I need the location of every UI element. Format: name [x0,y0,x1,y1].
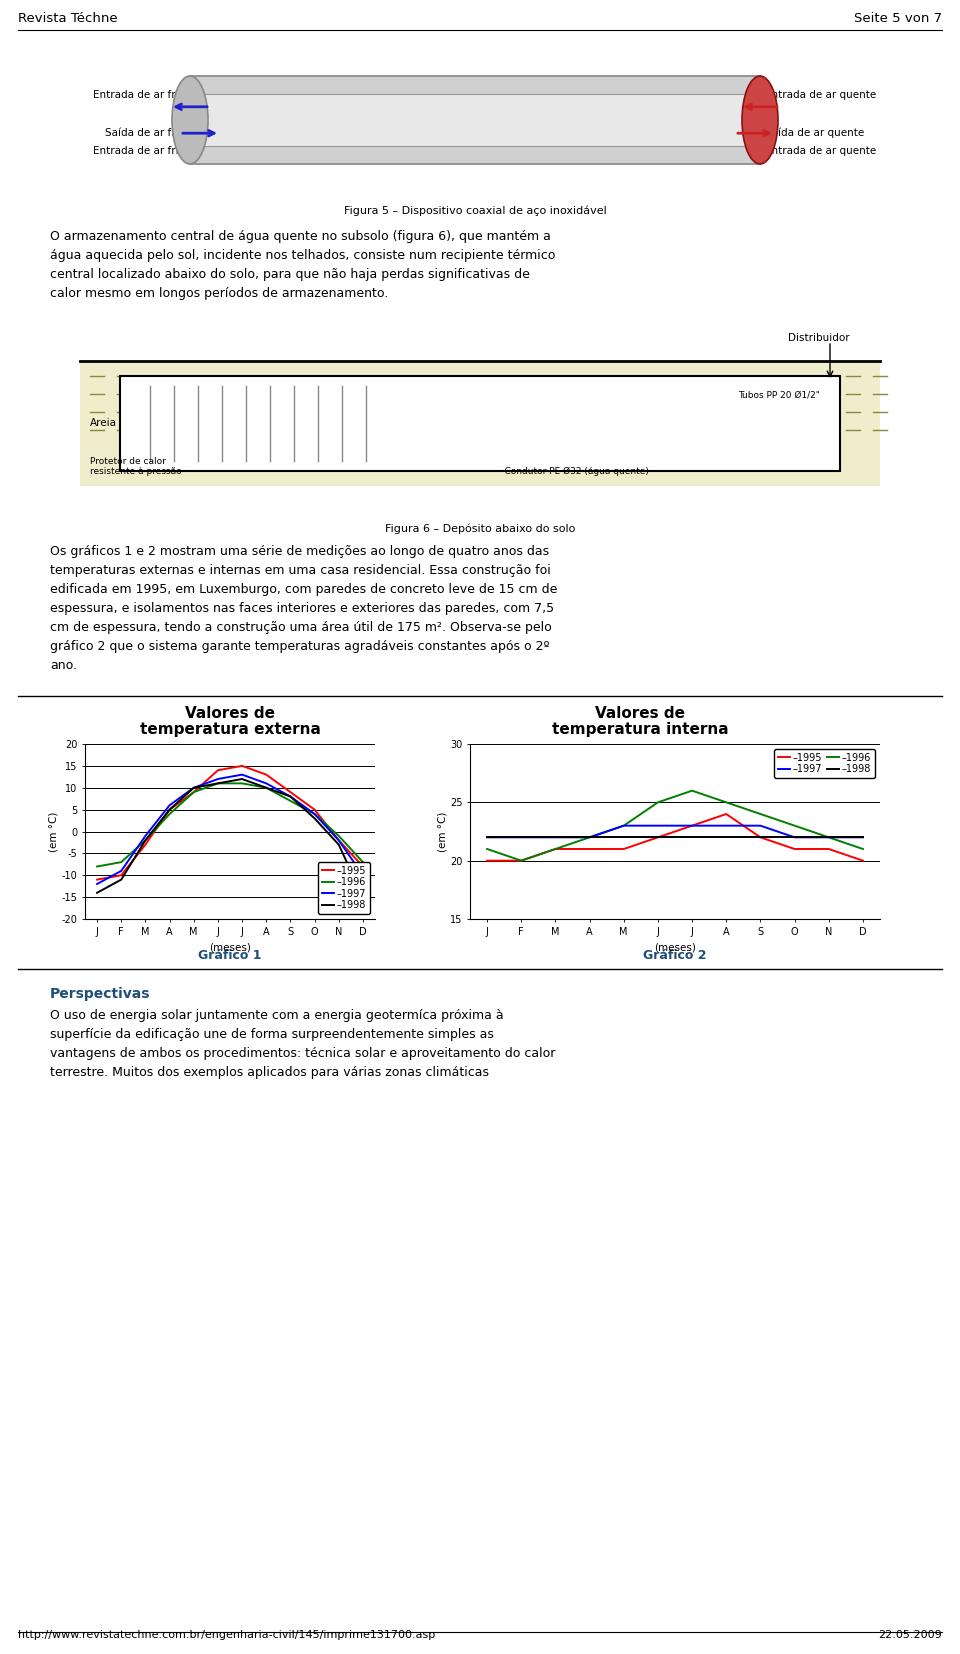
Text: temperatura interna: temperatura interna [552,723,729,738]
Text: Figura 6 – Depósito abaixo do solo: Figura 6 – Depósito abaixo do solo [385,523,575,534]
Text: água aquecida pelo sol, incidente nos telhados, consiste num recipiente térmico: água aquecida pelo sol, incidente nos te… [50,250,556,261]
Y-axis label: (em °C): (em °C) [437,812,447,852]
Text: Figura 5 – Dispositivo coaxial de aço inoxidável: Figura 5 – Dispositivo coaxial de aço in… [344,205,607,215]
Text: vantagens de ambos os procedimentos: técnica solar e aproveitamento do calor: vantagens de ambos os procedimentos: téc… [50,1047,556,1060]
Text: http://www.revistatechne.com.br/engenharia-civil/145/imprime131700.asp: http://www.revistatechne.com.br/engenhar… [18,1629,435,1641]
Text: edificada em 1995, em Luxemburgo, com paredes de concreto leve de 15 cm de: edificada em 1995, em Luxemburgo, com pa… [50,582,558,595]
Text: –Condutor PE Ø32 (água quente): –Condutor PE Ø32 (água quente) [500,466,649,476]
Text: Entrada de ar quente: Entrada de ar quente [765,91,876,101]
Y-axis label: (em °C): (em °C) [49,812,59,852]
Text: Entrada de ar quente: Entrada de ar quente [765,146,876,155]
Text: 22.05.2009: 22.05.2009 [878,1629,942,1641]
Bar [190,94,760,146]
Text: Entrada de ar frio: Entrada de ar frio [93,91,185,101]
Bar [80,361,880,486]
Text: Protetor de calor
resistente à pressão: Protetor de calor resistente à pressão [90,457,181,476]
Bar [190,76,760,164]
Text: Saída de ar frio: Saída de ar frio [105,129,185,139]
Text: Os gráficos 1 e 2 mostram uma série de medições ao longo de quatro anos das: Os gráficos 1 e 2 mostram uma série de m… [50,546,549,557]
Text: terrestre. Muitos dos exemplos aplicados para várias zonas climáticas: terrestre. Muitos dos exemplos aplicados… [50,1065,489,1078]
Text: calor mesmo em longos períodos de armazenamento.: calor mesmo em longos períodos de armaze… [50,288,388,299]
Text: Valores de: Valores de [595,706,685,721]
Ellipse shape [172,76,208,164]
Text: Saída de ar quente: Saída de ar quente [765,127,864,139]
Text: Revista Téchne: Revista Téchne [18,12,118,25]
Text: superfície da edificação une de forma surpreendentemente simples as: superfície da edificação une de forma su… [50,1029,493,1040]
Legend: –1995, –1996, –1997, –1998: –1995, –1996, –1997, –1998 [319,862,371,915]
Text: Areia: Areia [90,418,117,428]
Text: Distribuidor: Distribuidor [788,332,850,342]
X-axis label: (meses): (meses) [209,943,251,953]
Text: gráfico 2 que o sistema garante temperaturas agradáveis constantes após o 2º: gráfico 2 que o sistema garante temperat… [50,640,549,653]
Text: Perspectivas: Perspectivas [50,987,151,1001]
Text: Valores de: Valores de [185,706,275,721]
Text: central localizado abaixo do solo, para que não haja perdas significativas de: central localizado abaixo do solo, para … [50,268,530,281]
Text: O uso de energia solar juntamente com a energia geotermíca próxima à: O uso de energia solar juntamente com a … [50,1009,504,1022]
Text: Gráfico 2: Gráfico 2 [643,949,707,963]
Text: Entrada de ar frio: Entrada de ar frio [93,146,185,155]
Text: Seite 5 von 7: Seite 5 von 7 [853,12,942,25]
Text: espessura, e isolamentos nas faces interiores e exteriores das paredes, com 7,5: espessura, e isolamentos nas faces inter… [50,602,554,615]
X-axis label: (meses): (meses) [654,943,696,953]
Bar [120,375,840,471]
Text: O armazenamento central de água quente no subsolo (figura 6), que mantém a: O armazenamento central de água quente n… [50,230,551,243]
Legend: –1995, –1997, –1996, –1998: –1995, –1997, –1996, –1998 [775,749,876,777]
Ellipse shape [742,76,778,164]
Text: Tubos PP 20 Ø1/2": Tubos PP 20 Ø1/2" [738,390,820,400]
Text: ano.: ano. [50,658,77,672]
Text: temperatura externa: temperatura externa [139,723,321,738]
Text: temperaturas externas e internas em uma casa residencial. Essa construção foi: temperaturas externas e internas em uma … [50,564,551,577]
Text: cm de espessura, tendo a construção uma área útil de 175 m². Observa-se pelo: cm de espessura, tendo a construção uma … [50,620,552,633]
Text: Gráfico 1: Gráfico 1 [199,949,262,963]
